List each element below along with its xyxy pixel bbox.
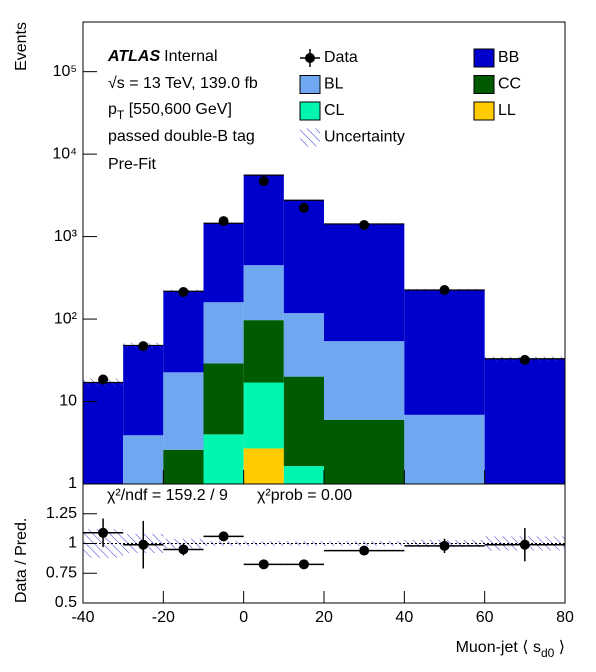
data-point: [178, 286, 189, 297]
legend-swatch: [473, 48, 495, 68]
stack-bar: [243, 265, 284, 321]
data-point: [218, 216, 229, 227]
data-point: [359, 220, 370, 231]
stack-bar: [283, 376, 324, 467]
stack-bar: [203, 223, 244, 303]
ratio-y-tick-label: 0.5: [55, 594, 77, 611]
y-tick-label: 10: [59, 393, 77, 410]
legend-swatch: [299, 75, 321, 94]
x-tick-label: -20: [152, 609, 175, 626]
stack-bar: [83, 382, 124, 484]
legend-swatch: [299, 101, 321, 121]
legend-label: CC: [498, 76, 521, 93]
legend-label: BL: [324, 76, 344, 93]
legend-swatch: [473, 101, 495, 121]
stack-bar: [163, 372, 204, 450]
ratio-point: [298, 559, 309, 570]
x-tick-label: 0: [239, 609, 248, 626]
pt-label: pT [550,600 GeV]: [108, 101, 232, 122]
y-tick-label: 10³: [54, 228, 78, 245]
x-axis-label: Muon-jet ⟨ sd0 ⟩: [456, 639, 565, 660]
ratio-y-tick-label: 1.25: [46, 505, 77, 522]
y-tick-label: 1: [68, 475, 77, 492]
stack-bar: [283, 200, 324, 314]
ratio-point: [138, 539, 149, 550]
x-tick-label: 40: [395, 609, 413, 626]
stack-bar: [123, 435, 164, 484]
selection-label: passed double-B tag: [108, 128, 255, 145]
legend-label: CL: [324, 102, 345, 119]
stack-bar: [123, 345, 164, 436]
data-point: [519, 354, 530, 365]
y-tick-label: 10⁵: [53, 63, 77, 80]
ratio-point: [218, 531, 229, 542]
stack-bar: [324, 341, 405, 420]
energy-label: √s = 13 TeV, 139.0 fb: [108, 75, 258, 92]
legend-swatch: [473, 75, 495, 94]
stack-bar: [404, 290, 485, 415]
data-point: [439, 285, 450, 296]
stack-bar: [163, 291, 204, 373]
y-axis-label: Events: [13, 22, 30, 71]
stack-bar: [404, 414, 485, 484]
ratio-point: [258, 559, 269, 570]
ratio-point: [178, 544, 189, 555]
stage-label: Pre-Fit: [108, 156, 157, 173]
legend-label: Data: [324, 49, 358, 66]
stack-bar: [283, 313, 324, 377]
ratio-y-axis-label: Data / Pred.: [13, 518, 30, 603]
ratio-point: [98, 527, 109, 538]
stack-bar: [243, 320, 284, 383]
legend-swatch: [300, 128, 320, 147]
stack-bar: [243, 448, 284, 484]
data-point: [298, 202, 309, 213]
stack-bar: [324, 419, 405, 484]
plot-area: [83, 174, 565, 558]
stack-bar: [243, 382, 284, 449]
stack-bar: [203, 434, 244, 484]
x-tick-label: -40: [71, 609, 94, 626]
x-tick-label: 20: [315, 609, 333, 626]
stack-bar: [163, 449, 204, 484]
x-tick-label: 60: [476, 609, 494, 626]
data-point: [258, 176, 269, 187]
stack-bar: [203, 363, 244, 435]
stack-bar: [243, 175, 284, 266]
y-tick-label: 10²: [54, 310, 78, 327]
ratio-point: [359, 545, 370, 556]
stack-bar: [324, 223, 405, 342]
chi2-prob: χ²prob = 0.00: [257, 487, 352, 504]
atlas-label: ATLAS Internal: [107, 48, 218, 65]
x-tick-label: 80: [556, 609, 574, 626]
ratio-point: [519, 539, 530, 550]
ratio-y-tick-label: 1: [68, 535, 77, 552]
stack-bar: [203, 302, 244, 364]
ratio-point: [439, 540, 450, 551]
ratio-y-tick-label: 0.75: [46, 564, 77, 581]
data-point: [98, 374, 109, 385]
stack-bar: [283, 466, 324, 484]
y-tick-label: 10⁴: [52, 145, 77, 162]
legend-label: Uncertainty: [324, 129, 405, 146]
legend-label: BB: [498, 49, 519, 66]
data-point: [138, 341, 149, 352]
stack-bar: [484, 358, 565, 484]
chi2-ndf: χ²/ndf = 159.2 / 9: [107, 487, 228, 504]
legend-label: LL: [498, 102, 516, 119]
